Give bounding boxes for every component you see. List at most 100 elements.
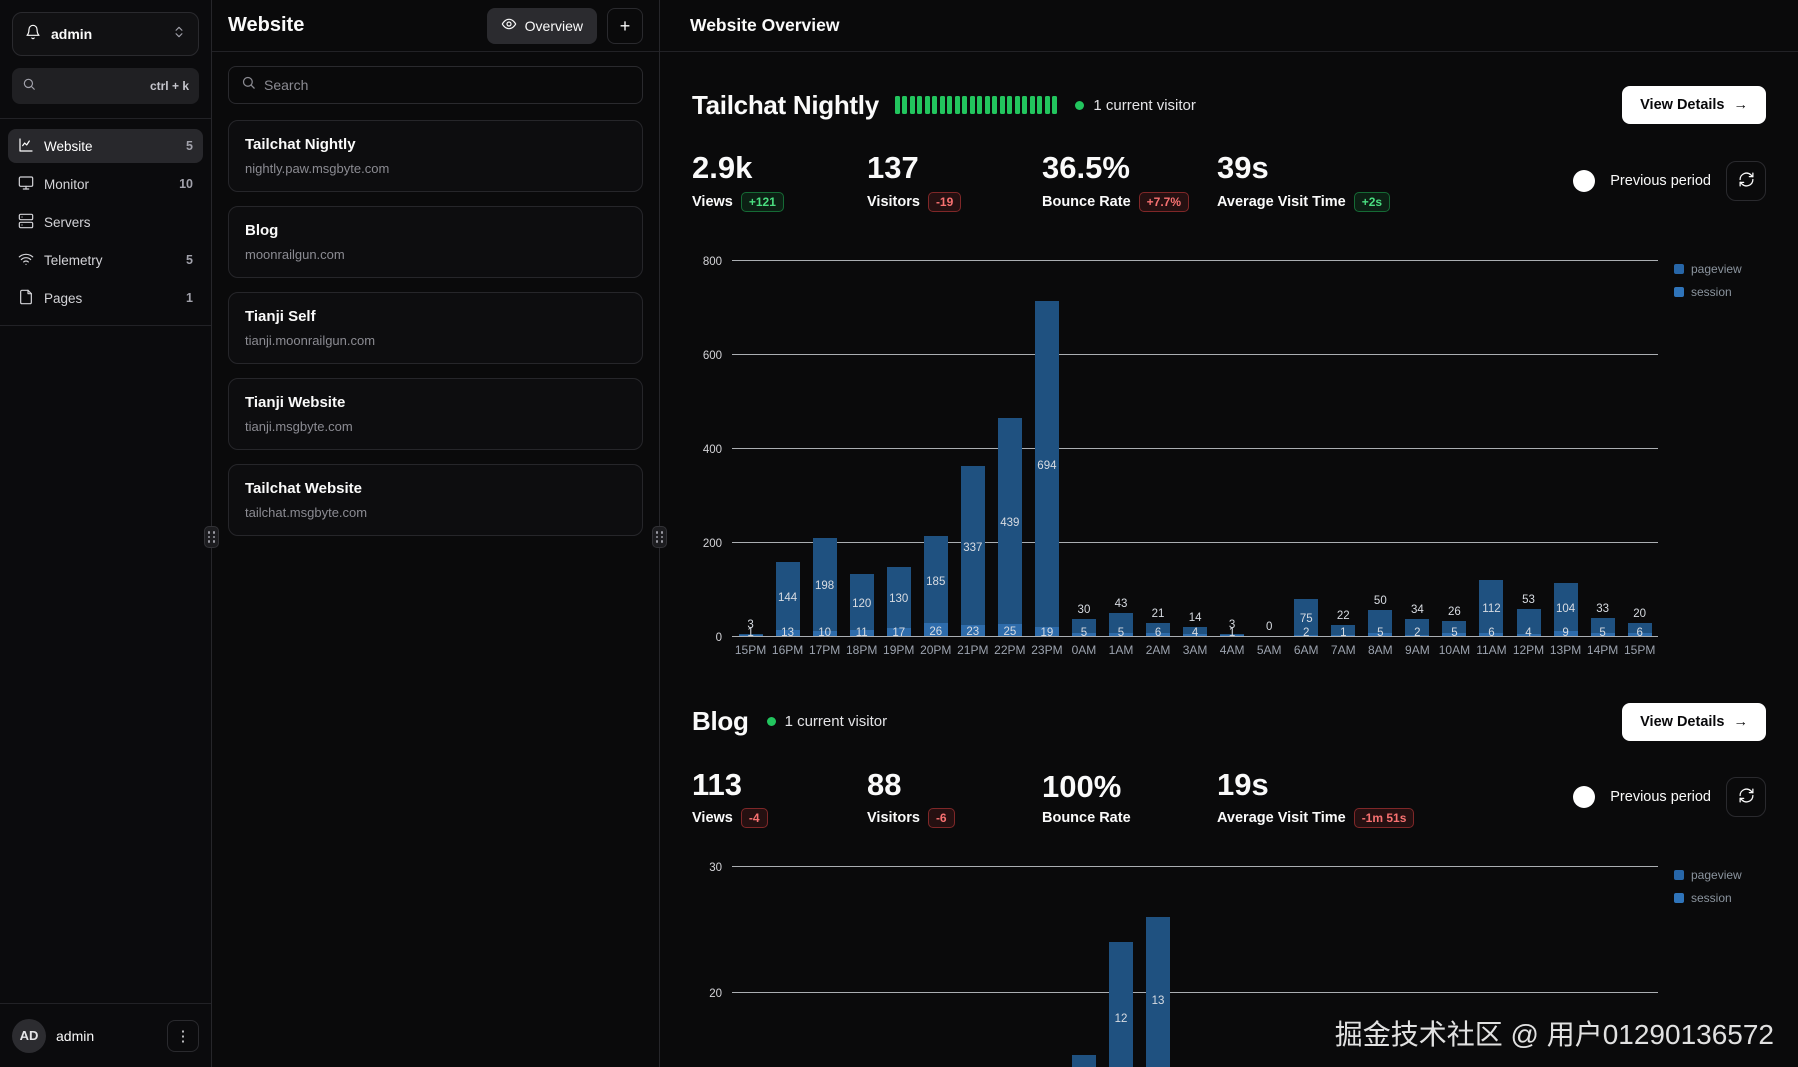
bar-group-13PM[interactable]: 104 9 [1547,260,1584,639]
pageview-value-label: 3 [1228,618,1236,631]
bar-group-4AM[interactable] [1214,866,1251,1067]
bar-group-15PM[interactable] [732,866,769,1067]
site-card-tailchat-website[interactable]: Tailchat Website tailchat.msgbyte.com [228,464,643,536]
bar-group-19PM[interactable] [880,866,917,1067]
pageview-bar [1331,624,1356,636]
bar-group-21PM[interactable]: 337 23 [954,260,991,638]
view-details-button[interactable]: View Details → [1622,86,1766,124]
website-title: Tailchat Nightly [692,89,879,120]
site-search-input[interactable] [264,77,630,93]
site-card-tailchat-nightly[interactable]: Tailchat Nightly nightly.paw.msgbyte.com [228,120,643,192]
session-bar [1368,633,1393,636]
chart-y-axis: 0102030 [692,862,732,1067]
pageview-value-label: 112 [1482,602,1501,615]
bar-group-1AM[interactable]: 1212 [1102,866,1139,1067]
bar-group-22PM[interactable] [991,866,1028,1067]
session-bar [886,627,911,636]
bar-group-19PM[interactable]: 130 17 [880,260,917,639]
session-swatch [1674,286,1684,297]
x-tick-label: 8AM [1367,642,1393,657]
bar-group-6AM[interactable]: 75 2 [1288,260,1325,639]
bar-group-9AM[interactable] [1399,866,1436,1067]
bar-group-20PM[interactable] [917,866,954,1067]
bar-group-3AM[interactable] [1177,866,1214,1067]
sidebar-item-servers[interactable]: Servers [8,205,203,239]
bar-group-13PM[interactable] [1547,866,1584,1067]
bar-group-23PM[interactable] [1028,866,1065,1067]
bar-group-15PM[interactable]: 20 6 [1621,260,1658,639]
panel-resize-handle[interactable] [652,526,667,548]
bar-group-12PM[interactable]: 53 4 [1510,260,1547,639]
bar-group-17PM[interactable]: 198 10 [806,260,843,639]
add-website-button[interactable]: + [607,7,643,44]
bar-group-15PM[interactable] [1621,866,1658,1067]
view-details-button[interactable]: View Details → [1622,702,1766,741]
bar-group-8AM[interactable]: 50 5 [1362,260,1399,639]
site-card-tianji-self[interactable]: Tianji Self tianji.moonrailgun.com [228,292,643,364]
refresh-button[interactable] [1726,777,1766,818]
site-card-tianji-website[interactable]: Tianji Website tianji.msgbyte.com [228,378,643,450]
pageview-value-label: 33 [1596,602,1609,615]
chart-x-axis: 15PM 16PM 17PM 18PM 19PM 20PM 21PM 22PM 23PM 0AM 1… [732,643,1658,657]
refresh-button[interactable] [1726,160,1766,201]
bar-group-16PM[interactable]: 144 13 [769,260,806,639]
session-bar [1516,633,1541,636]
bar-group-16PM[interactable] [769,866,806,1067]
bar-group-10AM[interactable] [1436,866,1473,1067]
previous-period-toggle[interactable] [1573,786,1596,809]
bar-group-7AM[interactable] [1325,866,1362,1067]
pageview-value-label: 50 [1373,594,1387,607]
bar-group-3AM[interactable]: 14 4 [1177,260,1214,639]
bar-group-12PM[interactable] [1510,866,1547,1067]
avatar[interactable]: AD [12,1018,46,1053]
bar-group-11AM[interactable]: 112 6 [1473,260,1510,639]
site-card-blog[interactable]: Blog moonrailgun.com [228,206,643,278]
bar-group-18PM[interactable]: 120 11 [843,260,880,639]
legend-label: session [1691,891,1732,906]
bar-group-5AM[interactable]: 0 [1251,260,1288,636]
session-value-label: 4 [1525,626,1532,639]
sidebar-item-monitor[interactable]: Monitor 10 [8,167,203,201]
bar-group-0AM[interactable]: 132 [1065,866,1102,1067]
page-title: Website Overview [690,15,840,35]
panel-resize-handle[interactable] [204,526,219,548]
stat-value: 39s [1217,150,1269,185]
bar-group-18PM[interactable] [843,866,880,1067]
file-icon [18,289,34,308]
bar-group-0AM[interactable]: 30 5 [1065,260,1102,639]
sidebar-item-pages[interactable]: Pages 1 [8,281,203,315]
user-menu-button[interactable]: ⋮ [167,1019,199,1052]
bar-group-20PM[interactable]: 185 26 [917,260,954,638]
pageview-value-label: 30 [1077,604,1091,617]
bar-group-1AM[interactable]: 43 5 [1102,260,1139,639]
bar-group-22PM[interactable]: 439 25 [991,260,1028,638]
session-bar [1183,633,1208,636]
bar-group-5AM[interactable] [1251,866,1288,1067]
bar-group-6AM[interactable] [1288,866,1325,1067]
bar-group-14PM[interactable] [1584,866,1621,1067]
bar-group-11AM[interactable] [1473,866,1510,1067]
stat-label: Average Visit Time [1217,193,1346,210]
bar-group-23PM[interactable]: 694 19 [1028,260,1065,639]
sidebar-item-website[interactable]: Website 5 [8,129,203,163]
previous-period-toggle[interactable] [1573,169,1596,192]
bar-group-8AM[interactable] [1362,866,1399,1067]
bar-group-21PM[interactable] [954,866,991,1067]
bar-group-17PM[interactable] [806,866,843,1067]
y-tick-label: 30 [709,862,722,875]
sidebar-item-telemetry[interactable]: Telemetry 5 [8,243,203,277]
bar-group-7AM[interactable]: 22 1 [1325,260,1362,639]
bar-group-10AM[interactable]: 26 5 [1436,260,1473,639]
bar-group-2AM[interactable]: 1313 [1140,866,1177,1067]
bar-group-2AM[interactable]: 21 6 [1140,260,1177,639]
command-search[interactable]: ctrl + k [12,68,199,104]
pageview-value-label: 21 [1151,607,1165,620]
bar-group-9AM[interactable]: 34 2 [1399,260,1436,639]
search-icon [241,75,256,95]
bar-group-14PM[interactable]: 33 5 [1584,260,1621,639]
workspace-selector[interactable]: admin [12,12,199,56]
overview-button[interactable]: Overview [486,7,597,44]
sidebar-item-count: 1 [186,291,193,305]
